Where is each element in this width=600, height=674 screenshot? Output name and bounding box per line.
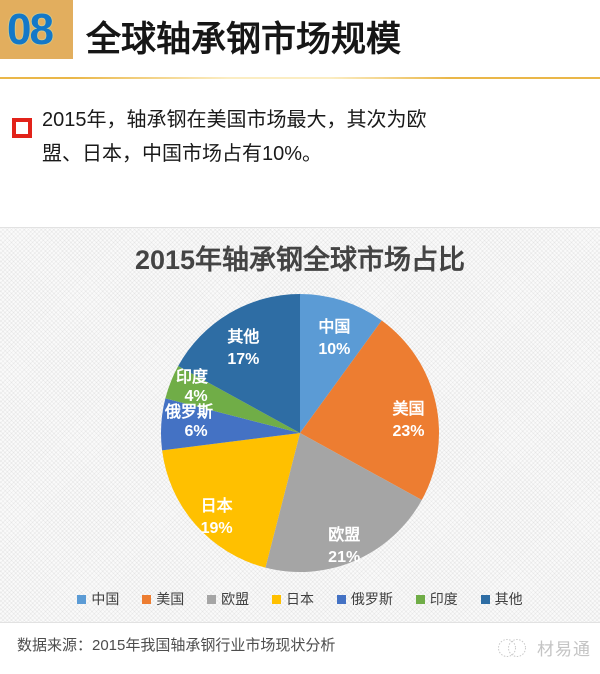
svg-text:23%: 23%: [392, 423, 424, 440]
svg-text:其他: 其他: [227, 327, 259, 346]
svg-text:欧盟: 欧盟: [328, 525, 360, 544]
svg-text:21%: 21%: [328, 549, 360, 566]
svg-text:17%: 17%: [227, 351, 259, 368]
svg-text:4%: 4%: [184, 388, 207, 405]
svg-text:6%: 6%: [184, 423, 207, 440]
svg-text:美国: 美国: [392, 399, 424, 418]
svg-text:中国: 中国: [318, 317, 350, 336]
svg-text:19%: 19%: [201, 520, 233, 537]
svg-text:印度: 印度: [176, 367, 209, 386]
svg-text:日本: 日本: [201, 496, 233, 515]
svg-text:10%: 10%: [318, 341, 350, 358]
